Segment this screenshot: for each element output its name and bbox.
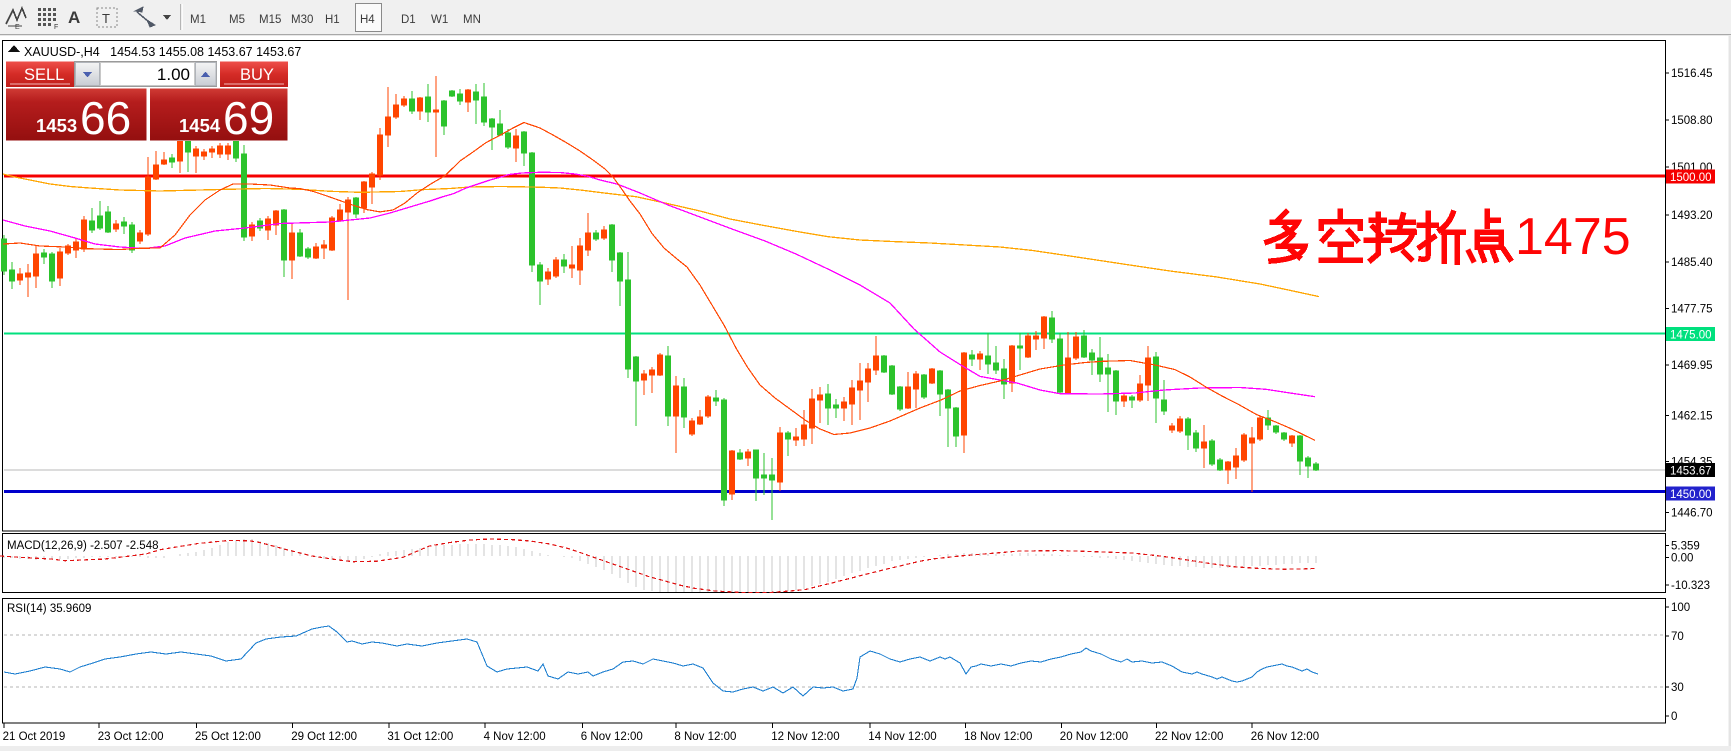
svg-text:T: T: [102, 11, 110, 26]
svg-text:4 Nov 12:00: 4 Nov 12:00: [484, 731, 546, 743]
svg-text:66: 66: [80, 92, 131, 144]
svg-text:21 Oct 2019: 21 Oct 2019: [3, 731, 66, 743]
svg-text:30: 30: [1671, 682, 1684, 694]
svg-text:1477.75: 1477.75: [1671, 304, 1713, 316]
svg-text:1508.80: 1508.80: [1671, 115, 1713, 127]
svg-text:70: 70: [1671, 631, 1684, 643]
svg-text:1446.70: 1446.70: [1671, 507, 1713, 519]
svg-text:-10.323: -10.323: [1671, 580, 1710, 592]
svg-text:1469.95: 1469.95: [1671, 360, 1713, 372]
svg-text:20 Nov 12:00: 20 Nov 12:00: [1060, 731, 1128, 743]
svg-text:69: 69: [223, 92, 274, 144]
svg-text:XAUUSD-,H4 1454.53 1455.08 1: XAUUSD-,H4 1454.53 1455.08 1453.67 1453.…: [24, 45, 301, 59]
svg-text:H1: H1: [325, 14, 340, 26]
svg-text:23 Oct 12:00: 23 Oct 12:00: [98, 731, 164, 743]
svg-text:0: 0: [1671, 711, 1677, 723]
svg-text:M1: M1: [190, 14, 206, 26]
svg-text:1453: 1453: [36, 115, 77, 136]
svg-text:1516.45: 1516.45: [1671, 68, 1713, 80]
svg-text:6 Nov 12:00: 6 Nov 12:00: [581, 731, 643, 743]
svg-text:1475: 1475: [1515, 208, 1631, 266]
svg-text:1450.00: 1450.00: [1670, 489, 1712, 501]
svg-text:M30: M30: [291, 14, 313, 26]
svg-text:BUY: BUY: [240, 66, 274, 84]
svg-text:1485.40: 1485.40: [1671, 257, 1713, 269]
svg-text:1462.15: 1462.15: [1671, 411, 1713, 423]
svg-text:RSI(14) 35.9609: RSI(14) 35.9609: [7, 603, 91, 615]
svg-text:100: 100: [1671, 602, 1690, 614]
svg-text:M15: M15: [259, 14, 281, 26]
svg-text:22 Nov 12:00: 22 Nov 12:00: [1155, 731, 1223, 743]
svg-text:26 Nov 12:00: 26 Nov 12:00: [1251, 731, 1319, 743]
svg-text:D1: D1: [401, 14, 416, 26]
svg-text:W1: W1: [431, 14, 448, 26]
svg-text:5.359: 5.359: [1671, 541, 1700, 553]
svg-text:1500.00: 1500.00: [1670, 172, 1712, 184]
svg-text:F: F: [54, 24, 58, 31]
svg-text:1475.00: 1475.00: [1670, 330, 1712, 342]
svg-text:1454: 1454: [179, 115, 221, 136]
svg-text:MACD(12,26,9) -2.507 -2.548: MACD(12,26,9) -2.507 -2.548: [7, 540, 159, 552]
svg-text:29 Oct 12:00: 29 Oct 12:00: [291, 731, 357, 743]
svg-text:E: E: [15, 24, 20, 31]
svg-text:1453.67: 1453.67: [1670, 466, 1712, 478]
svg-text:0.00: 0.00: [1671, 553, 1693, 565]
svg-text:12 Nov 12:00: 12 Nov 12:00: [771, 731, 839, 743]
svg-text:8 Nov 12:00: 8 Nov 12:00: [674, 731, 736, 743]
svg-text:M5: M5: [229, 14, 245, 26]
svg-text:14 Nov 12:00: 14 Nov 12:00: [868, 731, 936, 743]
svg-text:A: A: [68, 8, 80, 27]
svg-text:H4: H4: [360, 14, 375, 26]
svg-text:MN: MN: [463, 14, 481, 26]
svg-text:25 Oct 12:00: 25 Oct 12:00: [195, 731, 261, 743]
svg-text:1493.20: 1493.20: [1671, 210, 1713, 222]
svg-text:31 Oct 12:00: 31 Oct 12:00: [387, 731, 453, 743]
svg-text:1.00: 1.00: [157, 65, 190, 84]
svg-text:18 Nov 12:00: 18 Nov 12:00: [964, 731, 1032, 743]
svg-text:SELL: SELL: [24, 66, 64, 84]
